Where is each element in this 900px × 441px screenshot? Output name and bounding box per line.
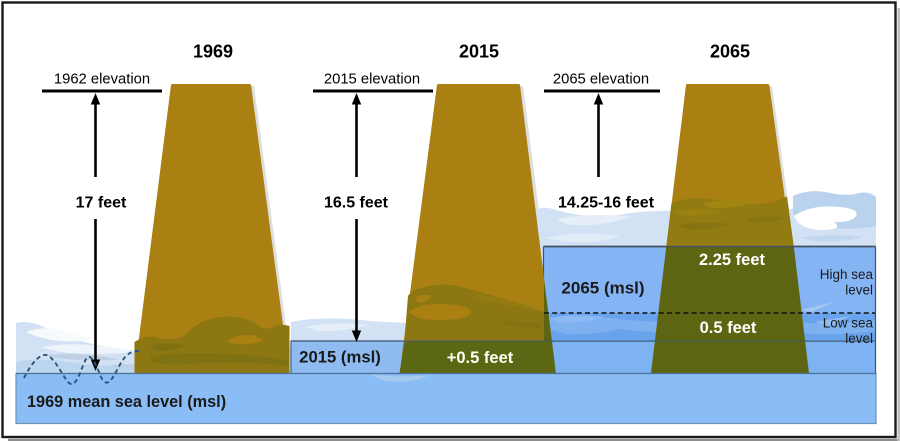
svg-text:2065 (msl): 2065 (msl) bbox=[561, 279, 644, 298]
svg-text:0.5 feet: 0.5 feet bbox=[700, 319, 757, 337]
svg-text:2015 elevation: 2015 elevation bbox=[324, 72, 420, 88]
svg-text:level: level bbox=[845, 331, 873, 346]
svg-text:1969: 1969 bbox=[193, 42, 233, 62]
svg-text:14.25-16 feet: 14.25-16 feet bbox=[558, 195, 655, 212]
svg-text:1969 mean sea level (msl): 1969 mean sea level (msl) bbox=[27, 393, 226, 411]
svg-text:2065: 2065 bbox=[710, 42, 750, 62]
svg-text:16.5 feet: 16.5 feet bbox=[324, 195, 389, 212]
svg-text:level: level bbox=[845, 283, 873, 298]
svg-text:1962 elevation: 1962 elevation bbox=[54, 72, 150, 88]
svg-text:2015 (msl): 2015 (msl) bbox=[299, 348, 381, 367]
svg-text:High sea: High sea bbox=[820, 267, 874, 282]
svg-text:+0.5 feet: +0.5 feet bbox=[447, 349, 514, 367]
svg-text:17 feet: 17 feet bbox=[76, 195, 127, 212]
svg-text:2065 elevation: 2065 elevation bbox=[553, 72, 649, 88]
svg-text:2.25 feet: 2.25 feet bbox=[699, 251, 766, 269]
svg-text:2015: 2015 bbox=[459, 42, 499, 62]
svg-text:Low sea: Low sea bbox=[823, 316, 874, 331]
